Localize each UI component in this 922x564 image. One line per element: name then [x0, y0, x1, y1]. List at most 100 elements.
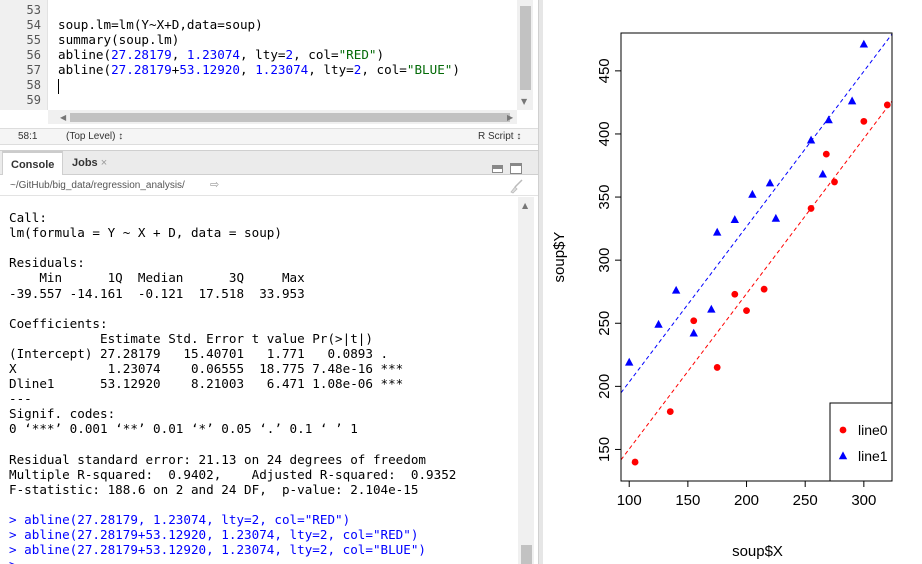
line-number: 53	[26, 3, 41, 17]
data-point-line1	[859, 39, 869, 48]
y-tick-label: 400	[596, 121, 613, 146]
console-output-line: Signif. codes:	[9, 406, 131, 422]
data-point-line1	[765, 178, 775, 187]
go-to-directory-icon[interactable]: ⇨	[210, 179, 220, 191]
legend-marker-line0	[839, 426, 847, 434]
data-point-line0	[690, 317, 698, 325]
source-editor[interactable]: 53 54 55 56 57 58 59 soup.lm=lm(Y~X+D,da…	[0, 0, 538, 128]
console-vertical-scroll-thumb[interactable]	[521, 545, 532, 564]
line-number: 56	[26, 48, 41, 62]
scroll-up-arrow-icon[interactable]: ▲	[522, 201, 529, 210]
pane-splitter[interactable]	[538, 0, 543, 564]
legend-marker-line1	[838, 451, 848, 460]
tab-jobs[interactable]: Jobs ×	[72, 157, 108, 169]
code-line-57[interactable]: abline(27.28179+53.12920, 1.23074, lty=2…	[58, 62, 460, 77]
line-number: 54	[26, 18, 41, 32]
editor-vertical-scroll-thumb[interactable]	[520, 6, 531, 90]
console-output-line: Coefficients:	[9, 315, 108, 331]
close-icon[interactable]: ×	[100, 157, 108, 169]
data-point-line1	[771, 213, 781, 222]
console-output-line: 0 ‘***’ 0.001 ‘**’ 0.01 ‘*’ 0.05 ‘.’ 0.1…	[9, 421, 358, 437]
console-output-line: X 1.23074 0.06555 18.775 7.48e-16 ***	[9, 361, 404, 376]
code-line-56[interactable]: abline(27.28179, 1.23074, lty=2, col="RE…	[58, 47, 385, 62]
regression-line-0	[621, 100, 892, 461]
legend-label-line1: line1	[858, 448, 888, 464]
plot-pane: 100 150 200 250 300 150 200 250 300 350 400 450 soup…	[543, 0, 922, 564]
line-number: 59	[26, 93, 41, 107]
data-point-line0	[743, 307, 750, 315]
data-point-line1	[730, 215, 739, 223]
console-command-line: > abline(27.28179+53.12920, 1.23074, lty…	[9, 527, 419, 543]
data-point-line1	[654, 319, 663, 328]
x-tick-label: 250	[793, 492, 818, 509]
data-point-line0	[883, 101, 891, 109]
clear-console-broom-icon[interactable]	[508, 178, 524, 194]
y-tick-label: 300	[596, 248, 613, 273]
data-point-line0	[713, 364, 721, 371]
console-command-line: > abline(27.28179+53.12920, 1.23074, lty…	[9, 542, 427, 558]
scroll-left-arrow-icon[interactable]: ◀	[60, 113, 67, 122]
data-point-line0	[760, 285, 768, 293]
editor-status-bar: 58:1 (Top Level) ↕ R Script ↕	[0, 128, 538, 145]
data-point-line1	[712, 227, 722, 236]
pane-window-controls	[490, 158, 522, 177]
code-line-55[interactable]: summary(soup.lm)	[58, 32, 180, 47]
minimize-pane-icon[interactable]	[491, 164, 503, 173]
data-point-line1	[689, 328, 698, 337]
scroll-right-arrow-icon[interactable]: ▶	[507, 113, 514, 122]
cursor-position: 58:1	[18, 131, 38, 142]
file-type-selector[interactable]: R Script ↕	[478, 131, 522, 142]
console-output-line: Min 1Q Median 3Q Max	[9, 270, 313, 286]
x-tick-label: 150	[675, 492, 700, 509]
data-point-line0	[822, 150, 830, 158]
data-point-line0	[731, 290, 739, 298]
console-output-line: -39.557 -14.161 -0.121 17.518 33.953	[9, 285, 313, 301]
editor-horizontal-scroll-thumb[interactable]	[70, 113, 510, 122]
tab-console[interactable]: Console	[2, 151, 64, 175]
console-output[interactable]: Call: lm(formula = Y ~ X + D, data = soup…	[0, 197, 518, 564]
console-working-directory: ~/GitHub/big_data/regression_analysis/ ⇨	[0, 176, 538, 196]
console-output-line: Residual standard error: 21.13 on 24 deg…	[9, 451, 427, 467]
scope-selector[interactable]: (Top Level) ↕	[66, 131, 124, 142]
legend-label-line0: line0	[858, 422, 888, 438]
data-point-line1	[707, 304, 716, 313]
data-point-line0	[831, 178, 838, 186]
console-output-line: ---	[9, 391, 32, 407]
console-output-line: (Intercept) 27.28179 15.40701 1.771 0.08…	[9, 345, 404, 361]
console-output-line: lm(formula = Y ~ X + D, data = soup)	[9, 225, 282, 241]
x-tick-label: 100	[617, 492, 642, 509]
console-output-line: Estimate Std. Error t value Pr(>|t|)	[9, 330, 404, 346]
console-output-line: F-statistic: 188.6 on 2 and 24 DF, p-val…	[9, 481, 419, 497]
data-point-line1	[824, 115, 833, 124]
console-output-line: Dline1 53.12920 8.21003 6.471 1.08e-06 *…	[9, 376, 404, 392]
console-vertical-scrollbar[interactable]	[518, 197, 534, 564]
code-line-54[interactable]: soup.lm=lm(Y~X+D,data=soup)	[58, 17, 263, 32]
x-axis-label: soup$X	[732, 543, 783, 560]
line-number: 55	[26, 33, 41, 47]
scroll-down-arrow-icon[interactable]: ▼	[521, 97, 528, 106]
console-command-line[interactable]: >	[9, 557, 24, 564]
line-number: 58	[26, 78, 41, 92]
working-directory-path: ~/GitHub/big_data/regression_analysis/	[10, 180, 185, 191]
data-point-line1	[748, 189, 757, 198]
line-number-gutter: 53 54 55 56 57 58 59	[0, 0, 48, 110]
console-tab-bar: Console Jobs ×	[0, 150, 538, 175]
console-output-line: Call:	[9, 210, 47, 225]
data-point-line1	[806, 135, 816, 144]
legend-box	[829, 402, 893, 482]
console-command-line: > abline(27.28179, 1.23074, lty=2, col="…	[9, 512, 351, 527]
text-cursor	[58, 79, 59, 94]
data-point-line0	[631, 458, 639, 466]
data-point-line1	[818, 169, 827, 178]
y-tick-label: 150	[596, 437, 613, 462]
line-number: 57	[26, 63, 41, 77]
console-output-line: Multiple R-squared: 0.9402, Adjusted R-s…	[9, 466, 464, 482]
y-tick-label: 250	[596, 311, 613, 336]
regression-line-1	[621, 33, 892, 394]
maximize-pane-icon[interactable]	[510, 163, 522, 174]
data-point-line0	[807, 205, 815, 212]
data-point-line1	[671, 285, 681, 294]
data-point-line1	[847, 96, 857, 105]
plot-frame	[620, 32, 893, 482]
data-point-line1	[625, 357, 634, 366]
